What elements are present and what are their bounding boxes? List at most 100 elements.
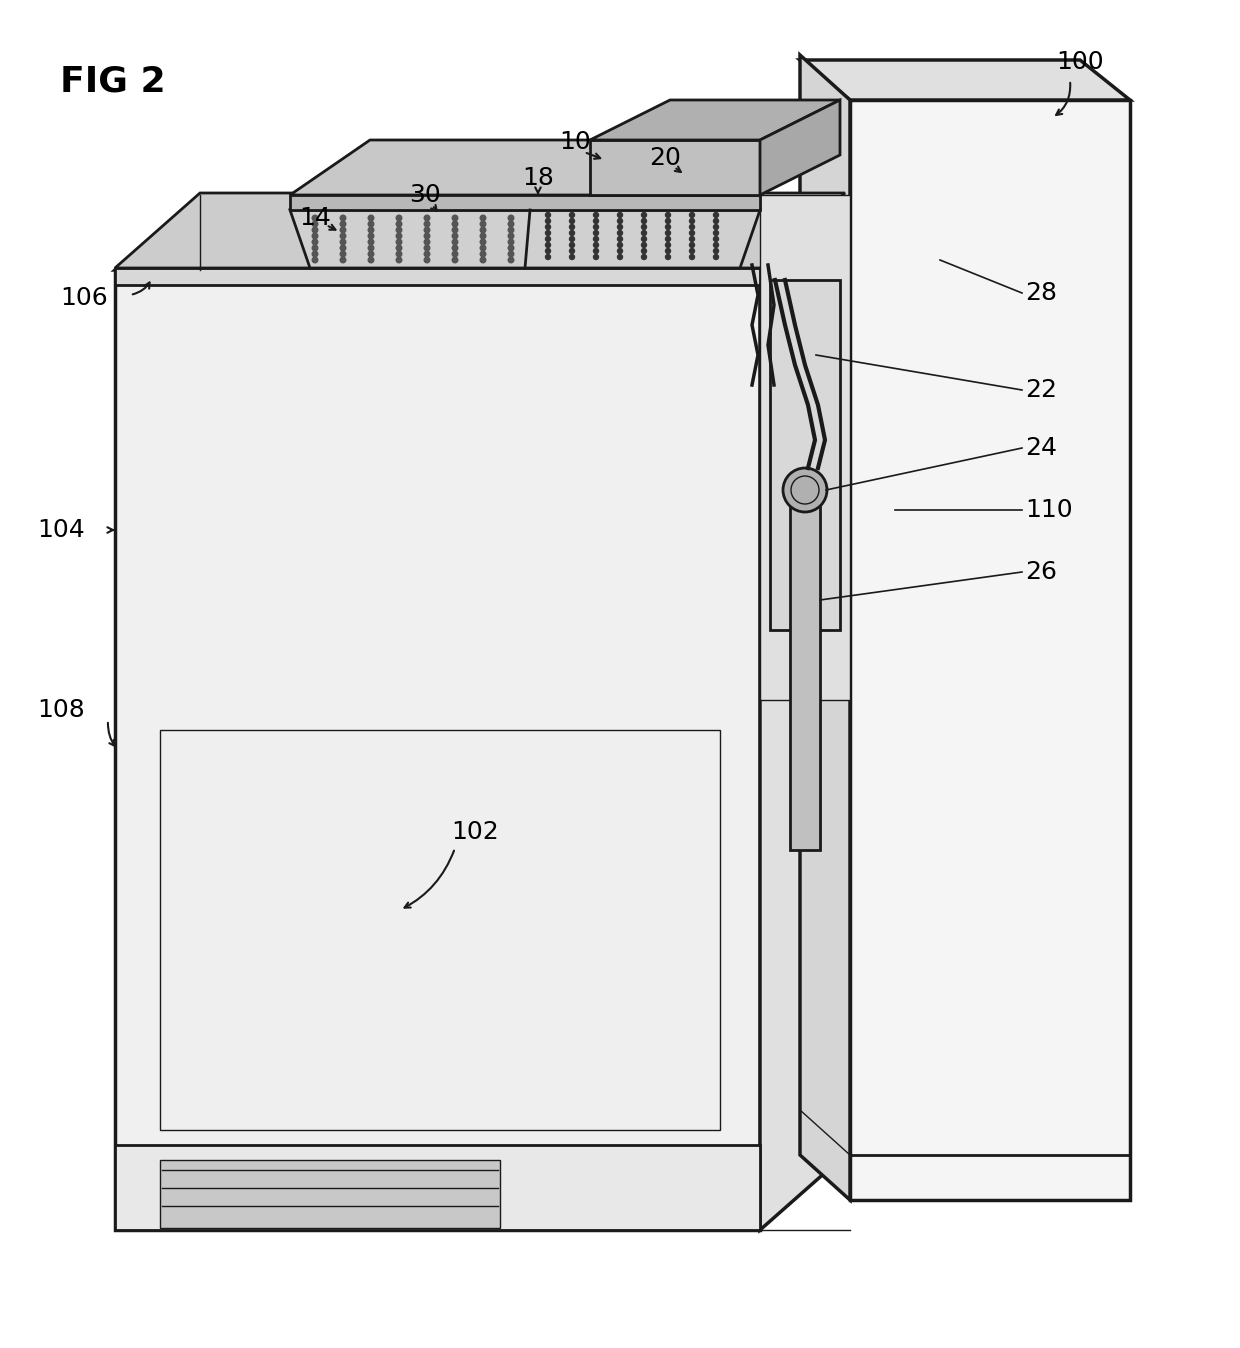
Circle shape [689, 255, 694, 260]
Circle shape [508, 221, 513, 226]
Circle shape [594, 255, 599, 260]
Circle shape [569, 213, 574, 217]
Circle shape [312, 239, 317, 245]
Circle shape [508, 233, 513, 239]
Circle shape [508, 239, 513, 245]
Circle shape [340, 239, 346, 245]
Text: 106: 106 [61, 286, 108, 310]
Circle shape [480, 216, 486, 221]
Circle shape [368, 251, 373, 257]
Circle shape [713, 225, 718, 229]
Polygon shape [160, 731, 720, 1130]
Circle shape [666, 243, 671, 248]
Circle shape [397, 245, 402, 251]
Circle shape [480, 228, 486, 233]
Polygon shape [115, 1144, 760, 1229]
Circle shape [689, 231, 694, 236]
Circle shape [641, 218, 646, 224]
Circle shape [424, 233, 430, 239]
Circle shape [569, 218, 574, 224]
Circle shape [594, 225, 599, 229]
Polygon shape [760, 195, 844, 1229]
Text: 10: 10 [559, 129, 591, 154]
Circle shape [397, 216, 402, 221]
Circle shape [480, 251, 486, 257]
Circle shape [453, 216, 458, 221]
Circle shape [546, 255, 551, 260]
Circle shape [453, 228, 458, 233]
Circle shape [689, 213, 694, 217]
Circle shape [340, 216, 346, 221]
Circle shape [453, 221, 458, 226]
Text: 18: 18 [522, 166, 554, 190]
Circle shape [618, 218, 622, 224]
Circle shape [368, 216, 373, 221]
Circle shape [340, 221, 346, 226]
Circle shape [368, 257, 373, 263]
Circle shape [666, 255, 671, 260]
Circle shape [453, 239, 458, 245]
Circle shape [508, 257, 513, 263]
Circle shape [689, 218, 694, 224]
Text: FIG 2: FIG 2 [60, 65, 166, 98]
Circle shape [666, 248, 671, 253]
Text: 104: 104 [37, 518, 86, 542]
Circle shape [312, 251, 317, 257]
Circle shape [368, 245, 373, 251]
Circle shape [453, 257, 458, 263]
Circle shape [713, 255, 718, 260]
Text: 14: 14 [299, 206, 331, 231]
Circle shape [424, 251, 430, 257]
Circle shape [368, 221, 373, 226]
Polygon shape [290, 210, 760, 268]
Circle shape [546, 225, 551, 229]
Circle shape [569, 225, 574, 229]
Circle shape [713, 243, 718, 248]
Circle shape [641, 255, 646, 260]
Circle shape [453, 251, 458, 257]
Polygon shape [790, 491, 820, 851]
Polygon shape [290, 195, 760, 210]
Circle shape [424, 221, 430, 226]
Circle shape [594, 236, 599, 241]
Circle shape [641, 236, 646, 241]
Circle shape [397, 251, 402, 257]
Text: 24: 24 [1025, 435, 1056, 460]
Circle shape [618, 243, 622, 248]
Circle shape [424, 216, 430, 221]
Text: 28: 28 [1025, 280, 1056, 305]
Circle shape [340, 245, 346, 251]
Circle shape [618, 225, 622, 229]
Circle shape [312, 221, 317, 226]
Circle shape [397, 228, 402, 233]
Circle shape [340, 257, 346, 263]
Circle shape [594, 218, 599, 224]
Circle shape [618, 248, 622, 253]
Circle shape [641, 243, 646, 248]
Circle shape [508, 228, 513, 233]
Circle shape [546, 248, 551, 253]
Circle shape [689, 243, 694, 248]
Circle shape [546, 236, 551, 241]
Circle shape [480, 245, 486, 251]
Polygon shape [160, 1161, 500, 1228]
Circle shape [618, 255, 622, 260]
Text: 100: 100 [1056, 50, 1104, 74]
Polygon shape [760, 195, 849, 700]
Circle shape [340, 228, 346, 233]
Circle shape [782, 468, 827, 512]
Text: 26: 26 [1025, 559, 1056, 584]
Circle shape [508, 216, 513, 221]
Text: 110: 110 [1025, 497, 1073, 522]
Circle shape [689, 225, 694, 229]
Text: 30: 30 [409, 183, 441, 208]
Circle shape [618, 236, 622, 241]
Circle shape [641, 248, 646, 253]
Circle shape [618, 231, 622, 236]
Circle shape [569, 231, 574, 236]
Circle shape [713, 248, 718, 253]
Circle shape [480, 257, 486, 263]
Polygon shape [590, 100, 839, 140]
Text: 22: 22 [1025, 377, 1056, 402]
Circle shape [618, 213, 622, 217]
